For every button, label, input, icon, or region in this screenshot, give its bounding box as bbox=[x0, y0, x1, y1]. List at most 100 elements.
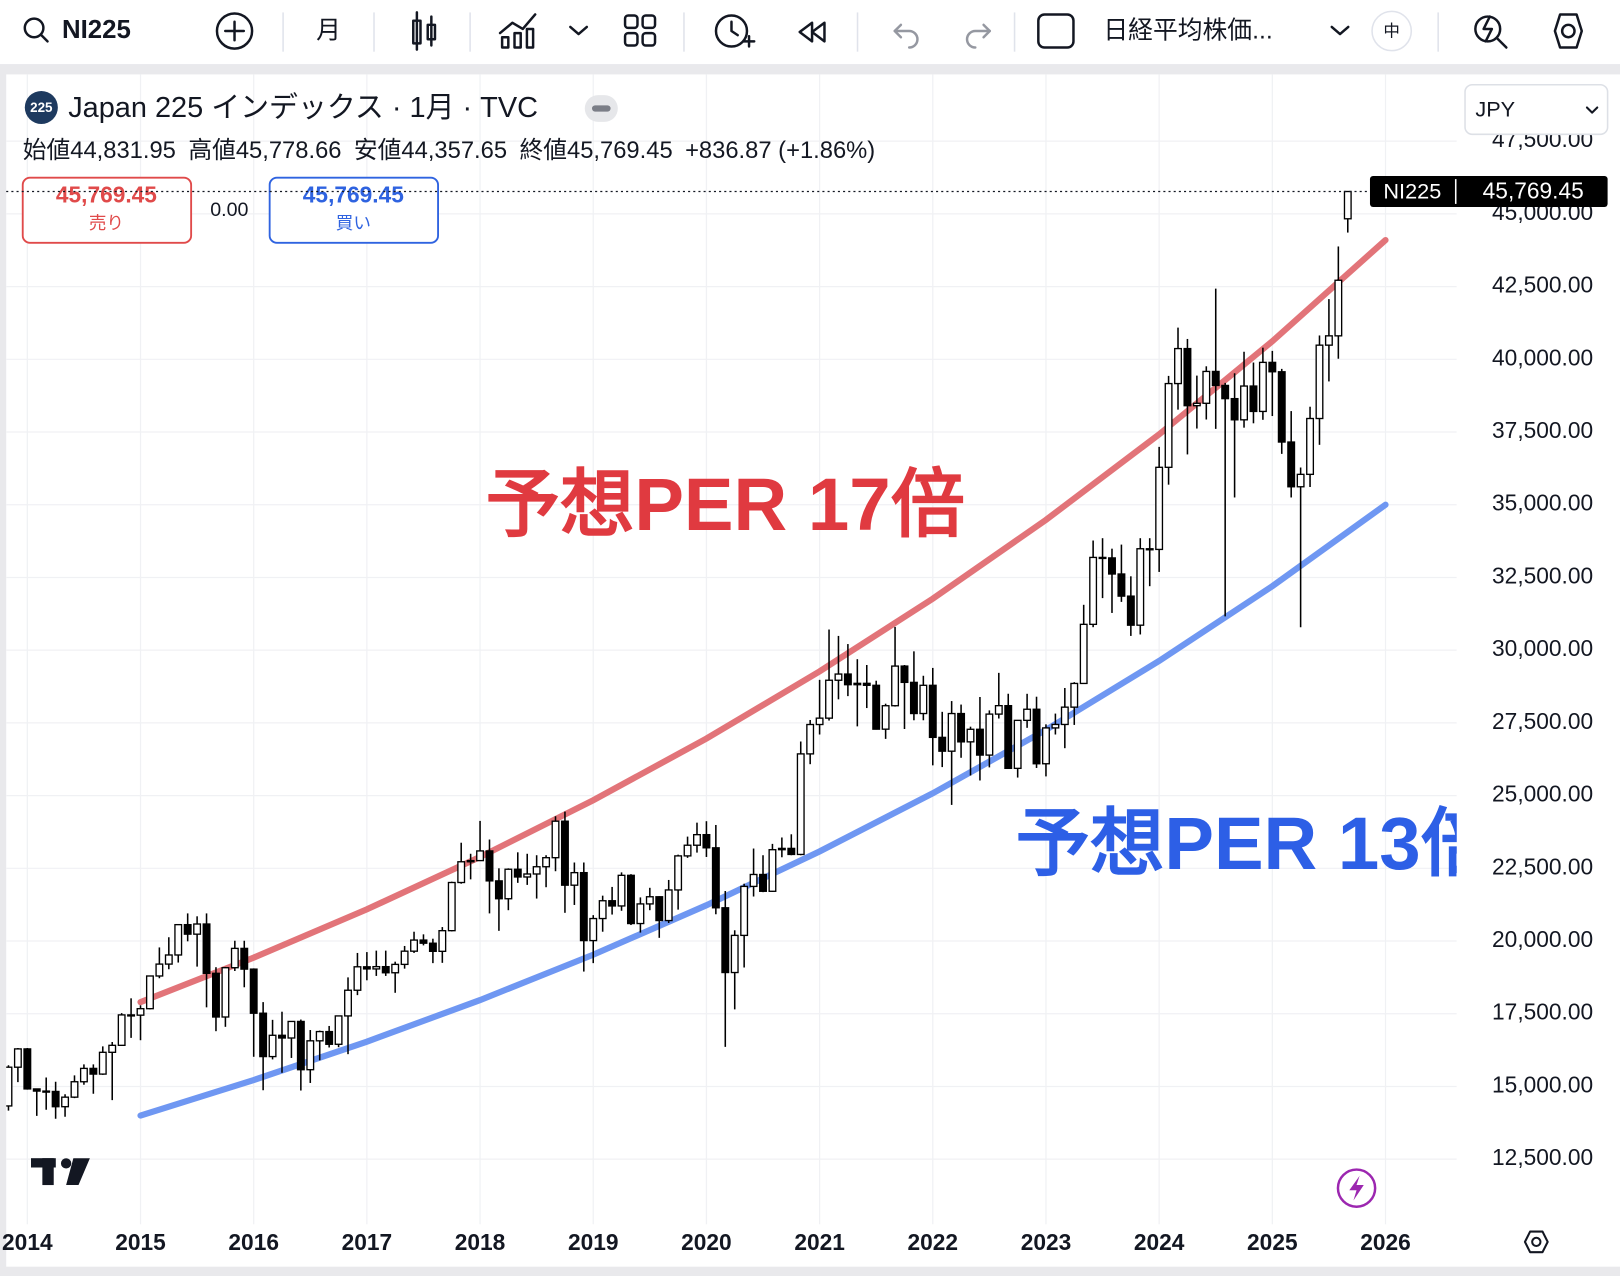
candle-body bbox=[1164, 382, 1173, 468]
candle-body bbox=[542, 857, 551, 868]
candle-body bbox=[579, 871, 588, 942]
settings[interactable] bbox=[1553, 13, 1584, 49]
x-tick-label: 2019 bbox=[568, 1229, 619, 1255]
candle-body bbox=[164, 954, 173, 965]
candle-body bbox=[1249, 385, 1258, 413]
ohlc-value: 44,831.95 bbox=[70, 137, 176, 164]
x-tick-label: 2024 bbox=[1134, 1229, 1185, 1255]
search-button[interactable]: NI225 bbox=[23, 16, 131, 44]
lang[interactable]: 中 bbox=[1383, 21, 1400, 40]
dropdown[interactable] bbox=[1330, 25, 1350, 36]
replay[interactable] bbox=[798, 21, 826, 43]
axis-settings[interactable] bbox=[1523, 1230, 1549, 1254]
candle-body bbox=[843, 673, 852, 686]
candle-body bbox=[1089, 556, 1098, 626]
candle-body bbox=[928, 684, 937, 739]
candle-body bbox=[419, 939, 428, 944]
candle-body bbox=[947, 712, 956, 752]
layouts[interactable] bbox=[623, 14, 657, 47]
series-title: Japan 225 インデックス · 1月 · TVC bbox=[68, 92, 538, 124]
candle-body bbox=[174, 923, 183, 956]
candle-body bbox=[957, 712, 966, 743]
candle-body bbox=[1174, 347, 1182, 385]
candles bbox=[6, 190, 1352, 1119]
candle-body bbox=[617, 874, 626, 907]
candle-body bbox=[532, 866, 541, 875]
indicator-name[interactable]: 日経平均株価... bbox=[1103, 17, 1272, 45]
candle-body bbox=[145, 975, 154, 1010]
candle-body bbox=[711, 847, 720, 909]
x-tick-label: 2023 bbox=[1021, 1229, 1072, 1255]
y-tick-label: 27,500.00 bbox=[1492, 708, 1593, 734]
checkbox[interactable] bbox=[1037, 13, 1075, 49]
candle-body bbox=[230, 947, 239, 969]
candle-body bbox=[825, 679, 834, 719]
interval[interactable]: 月 bbox=[316, 18, 341, 45]
sell-button[interactable] bbox=[21, 176, 193, 244]
candle-body bbox=[1013, 719, 1022, 770]
add-symbol[interactable] bbox=[215, 12, 254, 50]
candle-body bbox=[221, 967, 230, 1018]
y-tick-label: 20,000.00 bbox=[1492, 926, 1593, 952]
candle-body bbox=[598, 900, 607, 920]
candle-body bbox=[287, 1020, 296, 1039]
candle-body bbox=[108, 1044, 117, 1053]
collapse-icon bbox=[592, 105, 611, 112]
alert[interactable] bbox=[714, 14, 756, 48]
candle-body bbox=[740, 885, 749, 937]
y-tick-label: 35,000.00 bbox=[1492, 490, 1593, 516]
candle-body bbox=[315, 1030, 324, 1042]
candle-body bbox=[447, 881, 456, 932]
symbol[interactable]: NI225 bbox=[62, 16, 131, 44]
candle-body bbox=[1183, 347, 1192, 407]
candle-body bbox=[466, 859, 475, 863]
currency-select[interactable] bbox=[1464, 83, 1609, 136]
undo[interactable] bbox=[893, 23, 919, 49]
currency[interactable]: JPY bbox=[1475, 96, 1515, 121]
redo[interactable] bbox=[965, 23, 992, 49]
candle-body bbox=[513, 868, 522, 878]
candle-body bbox=[693, 833, 701, 846]
quick-search[interactable] bbox=[1474, 15, 1508, 49]
candle-body bbox=[391, 963, 400, 974]
candle-body bbox=[1343, 190, 1352, 220]
buy-price[interactable]: 45,769.45 bbox=[303, 181, 404, 207]
buy-button[interactable] bbox=[268, 176, 439, 244]
dropdown[interactable] bbox=[569, 25, 589, 36]
chart-style[interactable] bbox=[412, 11, 437, 51]
curve bbox=[137, 236, 1389, 1006]
candle-body bbox=[381, 965, 390, 974]
candle-body bbox=[787, 847, 796, 856]
candle-body bbox=[89, 1067, 98, 1075]
candle-body bbox=[1145, 548, 1154, 551]
candle-body bbox=[136, 1008, 145, 1016]
candle-body bbox=[589, 917, 598, 942]
candle-body bbox=[796, 753, 805, 856]
candle-body bbox=[1023, 708, 1032, 722]
ohlc-label: 安値 bbox=[354, 137, 402, 164]
candle-body bbox=[485, 850, 494, 882]
candle-body bbox=[51, 1090, 60, 1108]
indicators[interactable] bbox=[498, 13, 537, 49]
candle-body bbox=[721, 907, 730, 974]
candle-body bbox=[730, 934, 739, 974]
candle-body bbox=[1221, 384, 1230, 400]
candle-body bbox=[560, 820, 569, 886]
candle-body bbox=[1306, 417, 1315, 476]
tag-bg bbox=[1369, 176, 1608, 208]
y-tick-label: 37,500.00 bbox=[1492, 417, 1593, 443]
y-tick-label: 42,500.00 bbox=[1492, 272, 1593, 298]
candle-body bbox=[240, 947, 249, 970]
y-tick-label: 15,000.00 bbox=[1492, 1071, 1593, 1097]
candle-body bbox=[117, 1014, 126, 1046]
sell-price[interactable]: 45,769.45 bbox=[56, 181, 157, 207]
y-tick-label: 30,000.00 bbox=[1492, 635, 1593, 661]
candle-body bbox=[296, 1020, 305, 1071]
buy-label[interactable]: 買い bbox=[336, 213, 371, 233]
candle-body bbox=[1258, 361, 1267, 413]
sell-label[interactable]: 売り bbox=[89, 213, 124, 233]
candle-body bbox=[344, 989, 352, 1017]
lang-button[interactable] bbox=[1371, 10, 1413, 52]
lightning-button[interactable] bbox=[1336, 1168, 1377, 1208]
